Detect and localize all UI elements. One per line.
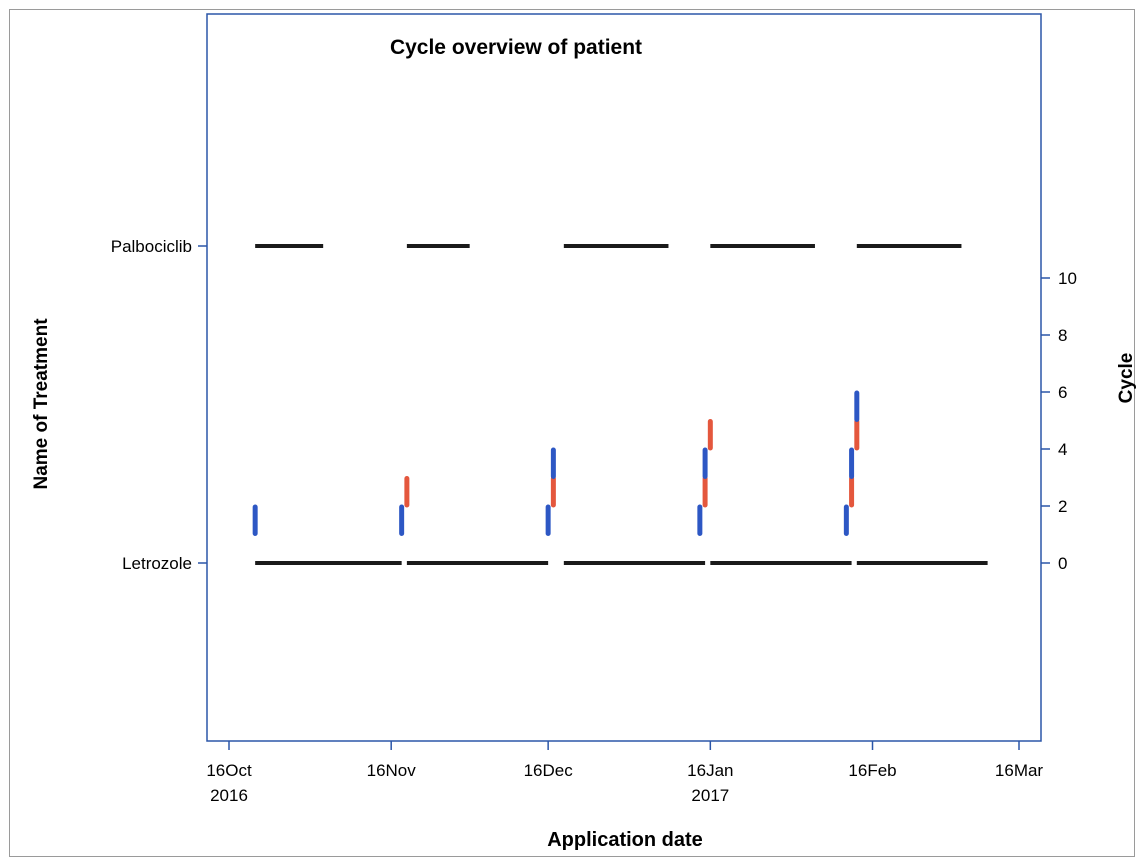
y2-tick-label: 8 — [1058, 326, 1067, 345]
chart-title: Cycle overview of patient — [390, 36, 642, 59]
chart-frame — [9, 9, 1135, 857]
x-tick-label-year: 2016 — [210, 786, 248, 805]
y2-tick-label: 2 — [1058, 497, 1067, 516]
x-tick-label: 16Nov — [367, 761, 417, 780]
y-axis-label: Name of Treatment — [31, 318, 52, 490]
y-tick-label: Letrozole — [122, 554, 192, 573]
y-tick-label: Palbociclib — [111, 237, 192, 256]
y2-axis-label: Cycle — [1116, 353, 1137, 404]
cycle-markers — [252, 390, 860, 536]
x-tick-label-year: 2017 — [691, 786, 729, 805]
tick-labels: 16Oct 2016 16Nov 16Dec 16Jan 2017 16Feb 16Mar Pa… — [111, 237, 1077, 805]
axis-ticks — [198, 245, 1050, 750]
y2-tick-label: 6 — [1058, 383, 1067, 402]
treatment-segments — [255, 244, 988, 565]
plot-area — [206, 13, 1042, 742]
x-tick-label: 16Mar — [995, 761, 1044, 780]
x-tick-label: 16Dec — [524, 761, 574, 780]
x-tick-label: 16Jan — [687, 761, 733, 780]
y2-tick-label: 10 — [1058, 269, 1077, 288]
x-tick-label: 16Oct — [206, 761, 252, 780]
x-axis-label: Application date — [547, 829, 703, 851]
y2-tick-label: 4 — [1058, 440, 1067, 459]
y2-tick-label: 0 — [1058, 554, 1067, 573]
x-tick-label: 16Feb — [848, 761, 896, 780]
